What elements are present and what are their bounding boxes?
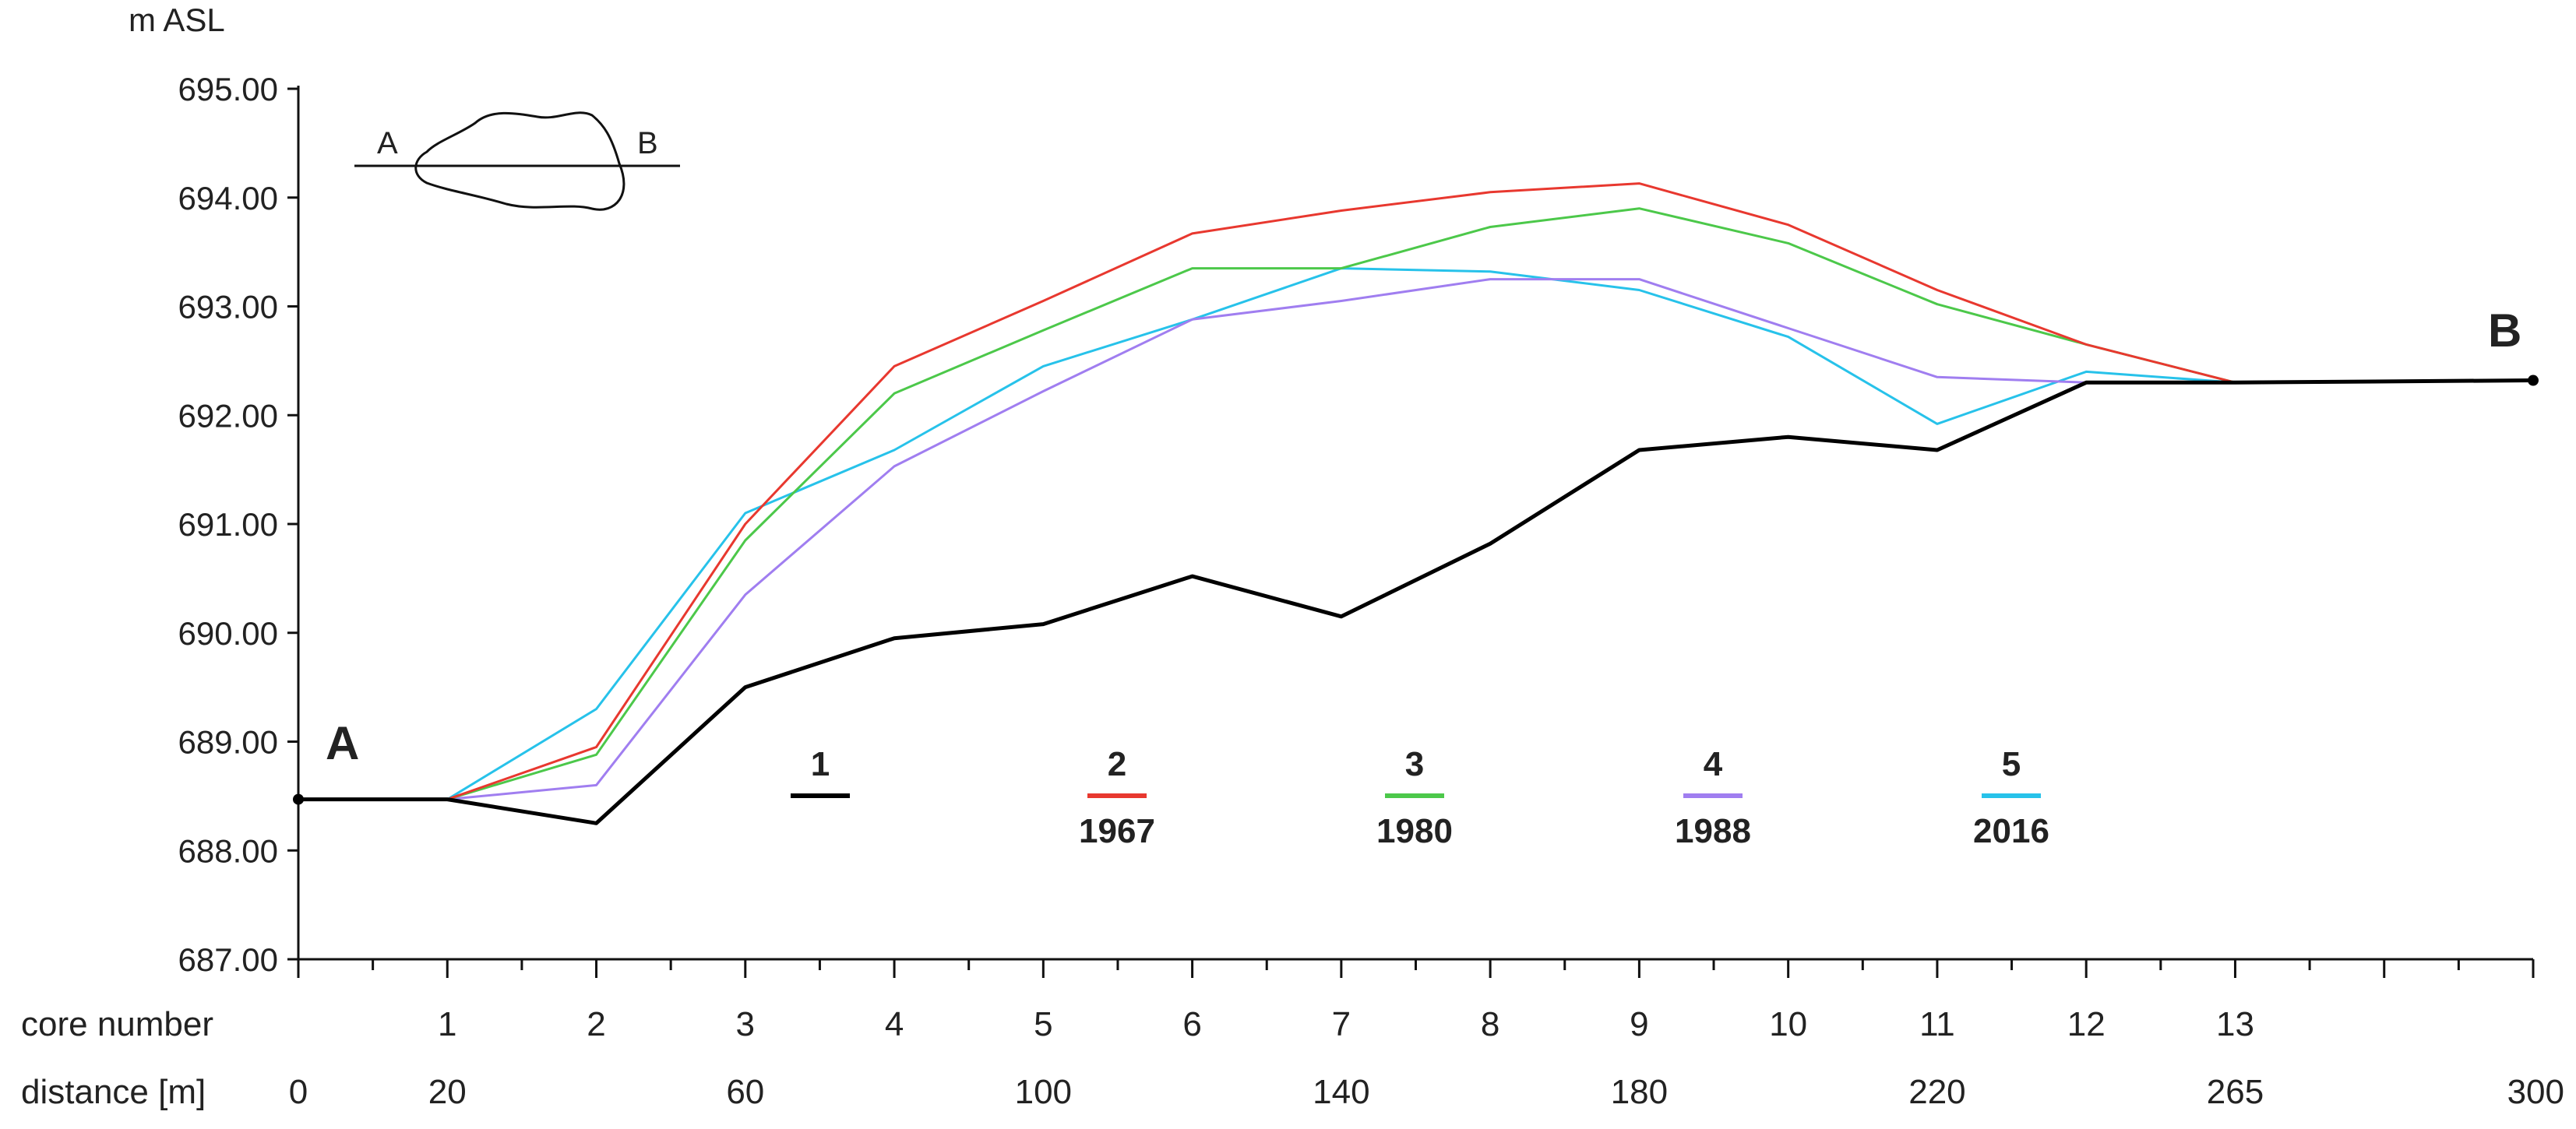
- legend-number-2: 2: [1108, 745, 1126, 783]
- legend-year-2: 1967: [1079, 812, 1155, 850]
- y-axis-ticks: 695.00 694.00 693.00 692.00 691.00 690.00 689.…: [178, 71, 300, 978]
- distance-label: 20: [428, 1073, 467, 1111]
- y-axis-label: m ASL: [129, 2, 225, 38]
- core-number-label: 11: [1919, 1005, 1955, 1043]
- distance-label: 0: [289, 1073, 308, 1111]
- core-number-label: 7: [1332, 1005, 1351, 1043]
- y-tick-label: 695.00: [178, 71, 278, 107]
- distance-label: 220: [1908, 1073, 1965, 1111]
- inset-lake-outline: [414, 111, 625, 211]
- core-number-label: 1: [438, 1005, 456, 1043]
- legend-number-3: 3: [1405, 745, 1424, 783]
- legend-number-5: 5: [2002, 745, 2021, 783]
- core-number-label: 9: [1630, 1005, 1648, 1043]
- end-label-a: A: [326, 717, 359, 769]
- core-number-label: 6: [1182, 1005, 1201, 1043]
- inset-label-b: B: [637, 126, 658, 160]
- distance-label: 300: [2507, 1073, 2564, 1111]
- inset-label-a: A: [377, 126, 398, 160]
- distance-label: 180: [1611, 1073, 1668, 1111]
- series-layer: [293, 182, 2539, 825]
- distance-row-label: distance [m]: [21, 1073, 206, 1111]
- legend-number-4: 4: [1704, 745, 1723, 783]
- legend-year-4: 1988: [1675, 812, 1751, 850]
- legend-number-1: 1: [811, 745, 830, 783]
- core-number-label: 8: [1481, 1005, 1499, 1043]
- core-number-label: 13: [2216, 1005, 2254, 1043]
- distance-label: 100: [1015, 1073, 1072, 1111]
- start-point-marker: [293, 793, 304, 805]
- series-line-1: [298, 378, 2534, 825]
- x-axis: [297, 958, 2535, 978]
- core-number-row-label: core number: [21, 1005, 213, 1043]
- y-tick-label: 693.00: [178, 289, 278, 325]
- y-tick-label: 687.00: [178, 941, 278, 978]
- distance-label: 265: [2207, 1073, 2264, 1111]
- end-point-marker: [2528, 375, 2539, 386]
- series-line-2: [446, 182, 2236, 801]
- legend-year-5: 2016: [1973, 812, 2049, 850]
- y-tick-label: 692.00: [178, 397, 278, 434]
- y-tick-label: 689.00: [178, 724, 278, 761]
- series-line-3: [446, 207, 2236, 801]
- inset-cross-section-diagram: A B: [354, 111, 680, 211]
- y-tick-label: 691.00: [178, 506, 278, 543]
- y-tick-label: 690.00: [178, 615, 278, 652]
- core-number-label: 5: [1034, 1005, 1052, 1043]
- core-number-label: 2: [587, 1005, 605, 1043]
- series-line-5: [446, 267, 2236, 800]
- distance-label: 60: [726, 1073, 764, 1111]
- legend: 1 2 1967 3 1980 4 1988 5 2016: [791, 745, 2049, 850]
- series-line-4: [447, 278, 2236, 801]
- y-tick-label: 688.00: [178, 832, 278, 869]
- core-number-label: 3: [736, 1005, 755, 1043]
- legend-year-3: 1980: [1376, 812, 1453, 850]
- core-number-label: 10: [1769, 1005, 1807, 1043]
- distance-label: 140: [1313, 1073, 1369, 1111]
- core-number-label: 12: [2067, 1005, 2106, 1043]
- end-label-b: B: [2488, 304, 2521, 357]
- core-number-label: 4: [885, 1005, 904, 1043]
- y-tick-label: 694.00: [178, 180, 278, 216]
